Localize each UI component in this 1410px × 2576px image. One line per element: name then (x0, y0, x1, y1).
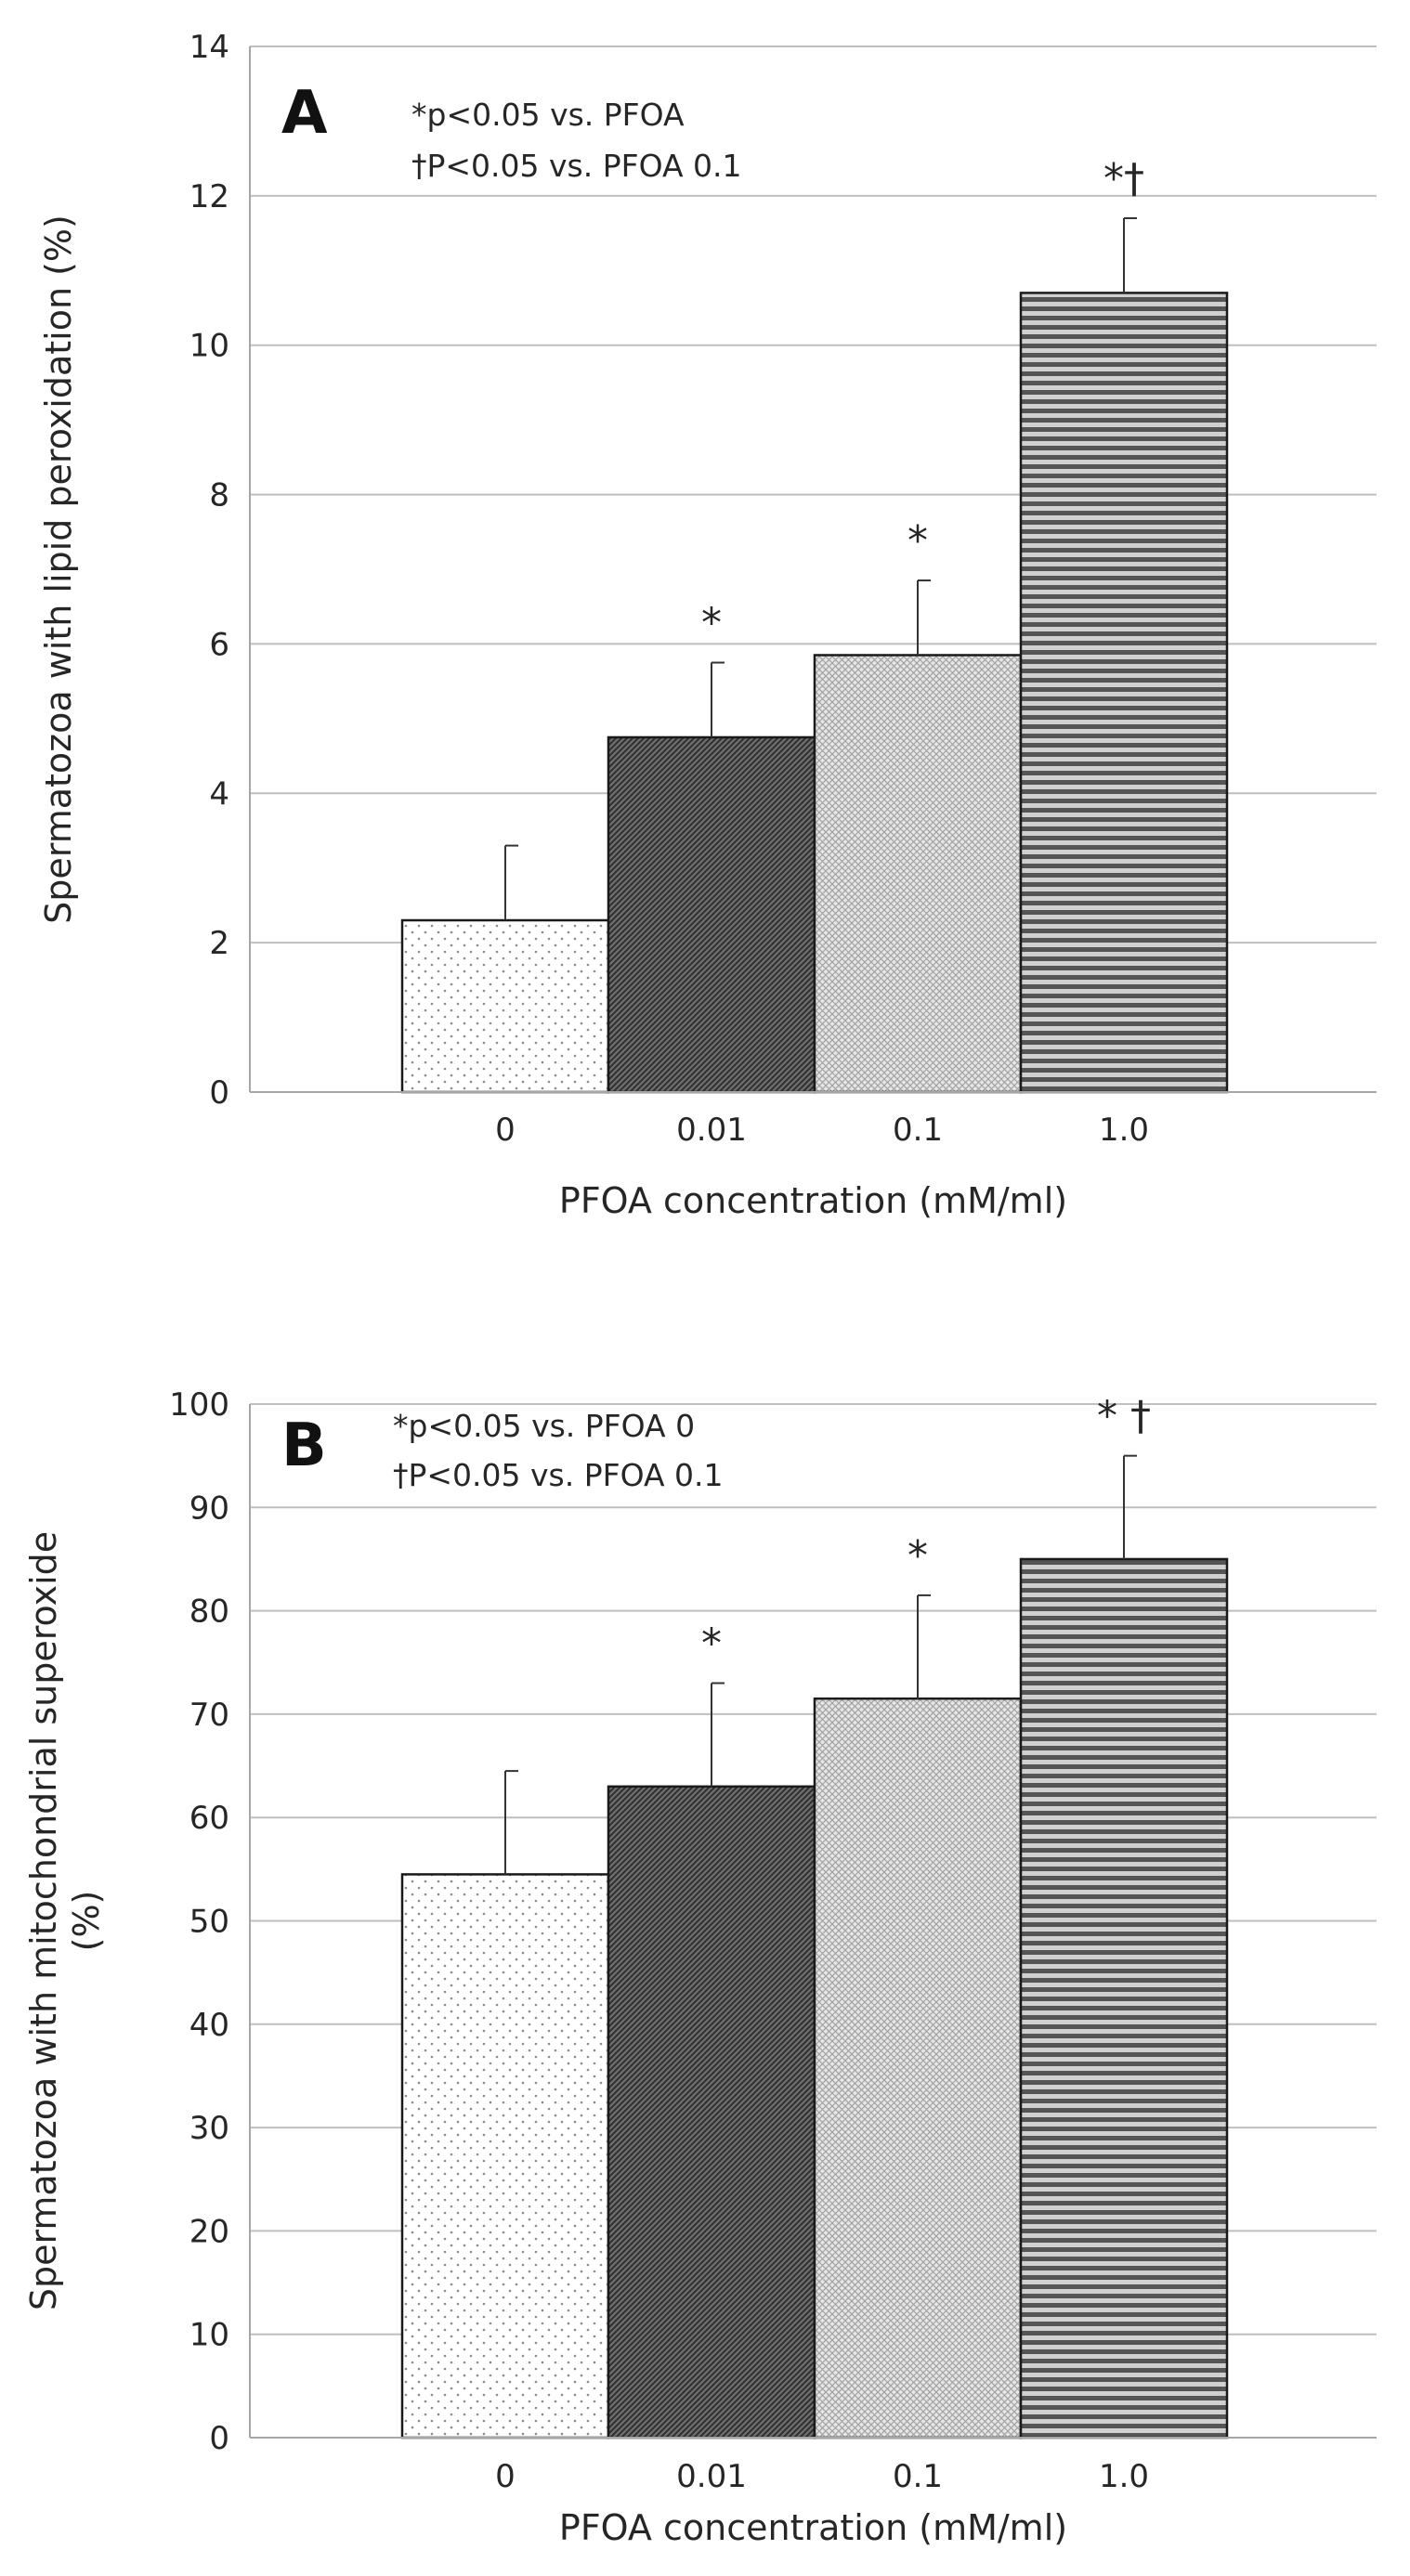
y-tick-label: 30 (189, 2110, 229, 2147)
y-tick-label: 6 (209, 626, 229, 663)
x-tick-label: 0 (495, 2458, 516, 2495)
y-axis-label: Spermatozoa with lipid peroxidation (%) (38, 215, 79, 924)
error-bars (504, 1454, 1137, 1875)
bar (813, 654, 1023, 1094)
significance-legend: *p<0.05 vs. PFOA (411, 97, 685, 133)
x-tick-label: 0.01 (676, 1112, 747, 1149)
grid-lines (250, 46, 1377, 944)
y-tick-label: 12 (189, 178, 229, 215)
y-tick-label: 2 (209, 925, 229, 962)
significance-legend: †P<0.05 vs. PFOA 0.1 (411, 148, 742, 184)
y-tick-label: 0 (209, 1074, 229, 1112)
bar (607, 1785, 816, 2439)
significance-marker: * † (1097, 1393, 1151, 1440)
significance-legend: †P<0.05 vs. PFOA 0.1 (393, 1457, 724, 1493)
panel-a: 0 2 4 6 8 10 12 14 0 * 0.01 * 0.1 *† 1.0 A *p<0.05 vs. P… (38, 29, 1377, 1221)
significance-legend: *p<0.05 vs. PFOA 0 (393, 1408, 695, 1444)
bars (400, 292, 1229, 1094)
bar (400, 1873, 610, 2439)
bar (1019, 1557, 1229, 2439)
y-tick-label: 4 (209, 775, 229, 813)
x-tick-label: 0.1 (893, 2458, 943, 2495)
y-tick-label: 70 (189, 1697, 229, 1734)
x-tick-label: 0.1 (893, 1112, 943, 1149)
x-tick-label: 0 (495, 1112, 516, 1149)
x-tick-label: 1.0 (1099, 2458, 1149, 2495)
y-tick-label: 14 (189, 29, 229, 66)
significance-marker: * (907, 1532, 928, 1580)
significance-marker: * (907, 517, 928, 565)
y-tick-label: 50 (189, 1904, 229, 1941)
y-axis-label: Spermatozoa with mitochondrial superoxid… (23, 1531, 64, 2310)
y-tick-label: 90 (189, 1490, 229, 1527)
y-tick-label: 60 (189, 1800, 229, 1837)
x-axis-label: PFOA concentration (mM/ml) (559, 1180, 1067, 1221)
y-tick-label: 20 (189, 2213, 229, 2250)
y-tick-label: 10 (189, 328, 229, 365)
y-tick-label: 8 (209, 477, 229, 514)
y-tick-label: 10 (189, 2317, 229, 2354)
bar (1019, 292, 1229, 1094)
y-tick-label: 80 (189, 1594, 229, 1631)
y-tick-label: 100 (169, 1386, 229, 1424)
x-tick-label: 1.0 (1099, 1112, 1149, 1149)
x-tick-label: 0.01 (676, 2458, 747, 2495)
y-axis-label: (%) (66, 1891, 107, 1952)
bar (400, 918, 610, 1094)
labels: 0 2 4 6 8 10 12 14 0 * 0.01 * 0.1 *† 1.0 A *p<0.05 vs. P… (38, 29, 1149, 1221)
significance-marker: * (701, 600, 722, 647)
panel-label: A (281, 79, 328, 148)
x-axis-label: PFOA concentration (mM/ml) (559, 2507, 1067, 2548)
labels: 0 10 20 30 40 50 60 70 80 90 100 0 * 0.01 * 0.1 * † 1.0 B *… (23, 1386, 1151, 2548)
error-bars (504, 216, 1137, 921)
y-tick-label: 40 (189, 2007, 229, 2044)
panel-b: 0 10 20 30 40 50 60 70 80 90 100 0 * 0.01 * 0.1 * † 1.0 B *… (23, 1386, 1377, 2548)
axes (249, 1404, 1377, 2439)
bars (400, 1557, 1229, 2439)
panel-label: B (281, 1412, 327, 1480)
y-tick-label: 0 (209, 2420, 229, 2457)
bar (813, 1697, 1023, 2439)
axes (249, 46, 1377, 1093)
significance-marker: * (701, 1620, 722, 1668)
significance-marker: *† (1103, 155, 1144, 202)
bar (607, 735, 816, 1094)
